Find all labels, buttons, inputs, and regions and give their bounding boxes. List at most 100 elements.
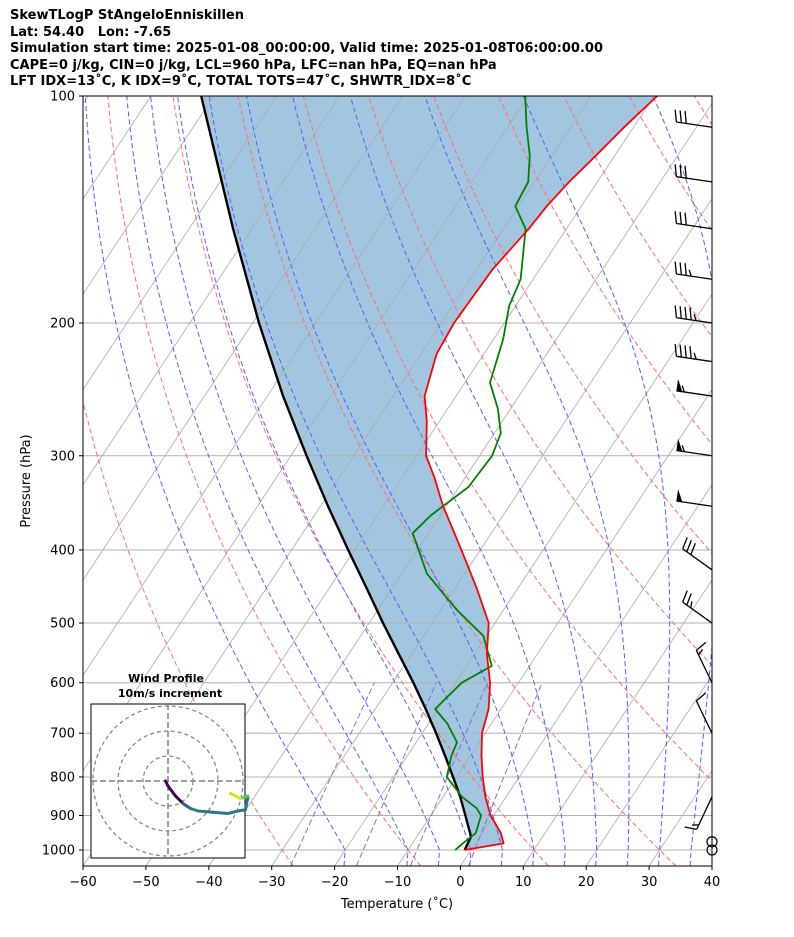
wind-barb-feather [693,352,697,360]
wind-barb-staff [676,317,713,324]
x-tick-label: 30 [641,875,658,890]
wind-barb-feather [684,111,687,124]
wind-barb-feather [689,307,692,320]
x-tick-label: 10 [515,875,532,890]
isotherm-line [83,96,278,391]
wind-barb-feather [682,590,688,603]
x-tick-label: −10 [384,875,411,890]
wind-barb-feather [690,542,696,555]
wind-barb-staff [682,548,713,571]
dry-adiabat [563,96,712,338]
lat-lon: Lat: 54.40 Lon: -7.65 [10,24,172,40]
wind-barb-staff [676,176,713,183]
moist-adiabat [349,96,598,866]
wind-barb-flag [676,378,683,392]
wind-barb-staff [695,650,713,684]
wind-barb-feather [679,110,682,123]
temperature-line [423,96,658,851]
wind-barb-feather [681,445,685,452]
wind-barb-feather [679,262,682,275]
wind-barb-feather [684,306,687,320]
moist-adiabat [150,96,441,866]
hodograph-trace [181,802,192,810]
wind-barb-feather [689,346,692,359]
isotherm-line [648,769,712,866]
y-tick-label: 600 [50,676,75,691]
hodograph-trace [166,784,177,798]
x-tick-label: 20 [578,875,595,890]
wind-barb-flag [676,489,683,502]
isotherm-line [83,96,466,677]
wind-barb-staff [676,273,713,280]
dry-adiabat [693,96,712,126]
x-axis: −60 −50 −40 −30 −20 −10 0 10 20 30 40 [69,866,720,890]
y-tick-label: 700 [50,727,75,742]
y-tick-label: 100 [50,90,75,105]
y-tick-label: 1000 [42,844,75,859]
isotherm-line [83,96,89,105]
x-tick-label: −20 [321,875,348,890]
wind-barb-feather [684,165,687,179]
moist-adiabat [424,96,630,866]
calm-wind-circle [706,836,718,848]
wind-barb-feather [690,601,693,609]
station-title: SkewTLogP StAngeloEnniskillen [10,8,244,23]
wind-profile-inset: Wind Profile 10m/s increment [90,672,250,859]
y-tick-label: 900 [50,809,75,824]
wind-barb-staff [676,222,713,230]
dewpoint-line [411,96,531,851]
y-axis-label: Pressure (hPa) [19,434,34,527]
y-tick-label: 800 [50,770,75,785]
wind-barb-staff [676,121,713,128]
wind-barb-feather [684,212,687,226]
wind-barb-feather [682,537,688,550]
mixing-ratio-line [468,682,543,866]
wind-barb-staff [696,796,713,830]
hodograph-title: Wind Profile [128,672,204,685]
x-tick-label: −60 [69,875,96,890]
dry-adiabat [368,96,712,667]
mixing-ratio-line [355,682,437,866]
mixing-ratio-line [290,682,375,866]
wind-barb-feather [674,261,678,275]
wind-barb-staff [676,355,713,363]
moist-adiabat [292,96,566,866]
isotherm-line [83,96,340,486]
calm-wind-circle [706,844,718,856]
x-axis-label: Temperature (˚C) [340,896,453,912]
moist-adiabat [246,96,535,866]
wind-barb-feather [674,211,678,224]
x-tick-label: −30 [258,875,285,890]
hodograph-subtitle: 10m/s increment [118,687,222,700]
x-tick-label: 40 [704,875,721,890]
stability-summary: CAPE=0 j/kg, CIN=0 j/kg, LCL=960 hPa, LF… [10,57,497,73]
wind-barb-staff [676,449,713,457]
wind-barb-feather [679,344,682,358]
moist-adiabat [522,96,671,866]
hodograph-trace [196,809,215,814]
dry-adiabat [498,96,712,445]
hodograph-trace [211,810,230,815]
moist-adiabat [208,96,503,866]
isotherm-line [460,484,712,866]
wind-barb-feather [674,164,678,177]
y-tick-label: 200 [50,316,75,331]
wind-barb-feather [684,826,697,831]
isotherm-line [271,198,712,866]
moist-adiabat [84,96,346,866]
wind-barb-feather [681,385,685,393]
wind-barb-feather [674,305,678,318]
wind-barb-feather [684,345,687,358]
x-tick-label: −50 [132,875,159,890]
wind-barb-feather [686,540,692,553]
y-axis: 100 200 300 400 500 600 700 800 900 1000 [42,90,83,859]
dry-adiabat [83,399,294,866]
wind-barb-feather [679,306,682,319]
dry-adiabat [237,96,677,866]
isotherm-line [585,674,712,866]
wind-barb-staff [695,700,713,734]
wind-barb-feather [695,692,707,702]
wind-barb-feather [686,593,692,606]
moist-adiabat [126,96,409,866]
